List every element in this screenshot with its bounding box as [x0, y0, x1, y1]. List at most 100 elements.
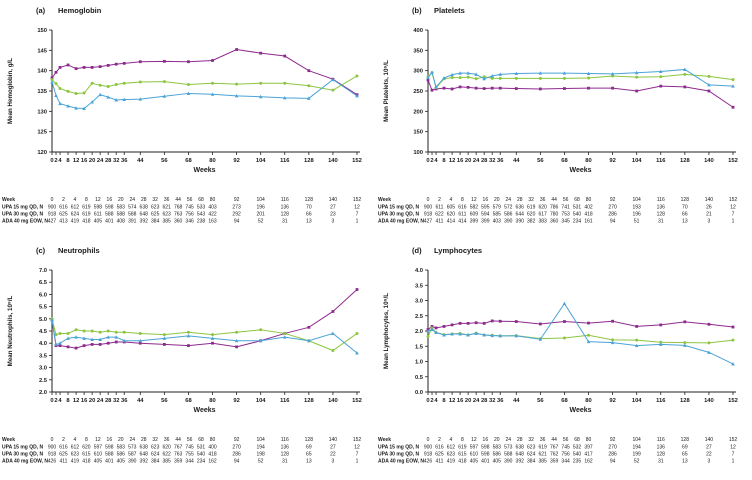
table-cell: 384 — [527, 459, 536, 465]
table-cell: 198 — [257, 452, 266, 458]
table-cell: 128 — [305, 197, 314, 203]
table-cell: 623 — [527, 445, 536, 451]
table-cell: 741 — [561, 205, 570, 211]
table-cell: 1 — [732, 219, 735, 225]
data-point-upa-30-mg-qd — [186, 82, 190, 86]
table-cell: 104 — [257, 197, 266, 203]
data-point-upa-15-mg-qd — [114, 62, 118, 66]
table-cell: 36 — [164, 197, 170, 203]
x-tick-label: 2 — [54, 158, 57, 164]
x-tick-label: 36 — [497, 158, 504, 164]
table-cell: 622 — [435, 212, 444, 218]
table-cell: 623 — [71, 452, 80, 458]
data-point-upa-15-mg-qd — [82, 344, 86, 348]
data-point-upa-30-mg-qd — [211, 81, 215, 85]
panel-c-neutrophils: (c) Neutrophils 2.0 2.5 3.0 3.5 4.0 4.5 5.0 5.5 6.… — [0, 240, 376, 480]
x-axis-title: Weeks — [569, 407, 591, 414]
data-point-ada-40-mg-eow — [442, 76, 446, 80]
x-tick-label: 2 — [430, 158, 433, 164]
table-cell: 405 — [94, 219, 103, 225]
table-cell: 638 — [140, 445, 149, 451]
data-point-upa-30-mg-qd — [162, 333, 166, 337]
data-point-upa-15-mg-qd — [707, 89, 711, 93]
data-point-ada-40-mg-eow — [731, 362, 735, 366]
table-cell: 586 — [117, 452, 126, 458]
data-point-ada-40-mg-eow — [54, 93, 58, 97]
data-point-upa-15-mg-qd — [482, 321, 486, 325]
x-tick-label: 56 — [161, 158, 168, 164]
table-cell: 128 — [305, 437, 314, 443]
data-point-upa-30-mg-qd — [562, 76, 566, 80]
data-point-upa-15-mg-qd — [58, 66, 62, 69]
data-point-upa-30-mg-qd — [474, 77, 478, 81]
table-cell: 615 — [458, 452, 467, 458]
x-tick-label: 24 — [97, 398, 104, 404]
table-cell: 360 — [174, 219, 183, 225]
table-cell: 616 — [458, 205, 467, 211]
data-point-upa-30-mg-qd — [90, 329, 94, 333]
table-cell: 786 — [550, 205, 559, 211]
x-tick-label: 68 — [185, 398, 192, 404]
table-cell: 623 — [151, 205, 160, 211]
table-cell: 22 — [706, 452, 712, 458]
table-cell: 196 — [633, 212, 642, 218]
table-cell: 767 — [174, 445, 183, 451]
data-point-ada-40-mg-eow — [82, 336, 86, 340]
table-cell: 162 — [584, 459, 593, 465]
x-tick-label: 16 — [81, 158, 88, 164]
table-cell: 128 — [281, 452, 290, 458]
table-cell: 585 — [493, 212, 502, 218]
table-cell: 163 — [208, 219, 217, 225]
table-cell: 128 — [657, 212, 666, 218]
table-cell: 20 — [118, 197, 124, 203]
x-tick-label: 68 — [561, 158, 568, 164]
x-tick-label: 12 — [73, 158, 79, 164]
data-point-upa-30-mg-qd — [466, 75, 470, 79]
data-point-upa-30-mg-qd — [114, 82, 118, 86]
y-tick-label: 4.5 — [39, 329, 48, 335]
table-cell: 622 — [162, 452, 171, 458]
table-cell: 419 — [71, 219, 80, 225]
data-point-ada-40-mg-eow — [466, 333, 470, 337]
y-tick-label: 145 — [37, 48, 47, 54]
table-cell: 4 — [74, 197, 77, 203]
data-point-upa-30-mg-qd — [331, 349, 335, 353]
x-tick-label: 8 — [442, 398, 446, 404]
table-cell: 234 — [573, 219, 582, 225]
data-point-upa-15-mg-qd — [430, 88, 434, 92]
data-point-ada-40-mg-eow — [54, 342, 58, 346]
data-point-upa-15-mg-qd — [635, 89, 639, 93]
table-cell: 3 — [708, 459, 711, 465]
data-point-upa-15-mg-qd — [90, 66, 94, 69]
data-point-upa-15-mg-qd — [54, 70, 58, 74]
y-tick-label: 1.5 — [415, 344, 424, 350]
data-point-upa-30-mg-qd — [426, 334, 430, 338]
table-cell: 140 — [705, 437, 714, 443]
data-point-ada-40-mg-eow — [66, 336, 70, 340]
table-cell: 598 — [481, 445, 490, 451]
table-cell: 136 — [657, 205, 666, 211]
data-point-ada-40-mg-eow — [74, 335, 78, 339]
table-cell: 540 — [573, 452, 582, 458]
x-tick-label: 20 — [465, 398, 471, 404]
data-point-upa-30-mg-qd — [74, 91, 78, 95]
panel-label: (b) — [412, 6, 422, 15]
y-tick-label: 300 — [413, 69, 423, 75]
table-cell: 543 — [197, 212, 206, 218]
table-cell: 66 — [682, 212, 688, 218]
table-cell: 383 — [538, 219, 547, 225]
data-point-upa-30-mg-qd — [50, 78, 54, 82]
data-point-ada-40-mg-eow — [434, 85, 438, 89]
table-cell: 36 — [164, 437, 170, 443]
table-cell: 31 — [282, 459, 288, 465]
table-cell: 69 — [306, 445, 312, 451]
data-point-upa-15-mg-qd — [731, 105, 735, 109]
table-cell: 427 — [48, 219, 57, 225]
table-cell: 32 — [528, 437, 534, 443]
x-tick-label: 152 — [728, 398, 738, 404]
y-tick-label: 130 — [37, 109, 47, 115]
panel-label: (a) — [36, 6, 46, 15]
y-tick-label: 2.5 — [415, 314, 424, 320]
data-point-upa-15-mg-qd — [162, 343, 166, 346]
